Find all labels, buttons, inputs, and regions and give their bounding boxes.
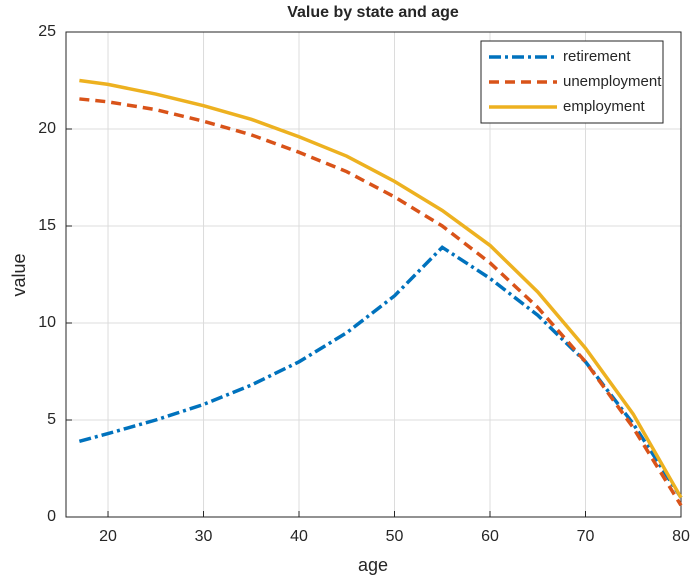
legend: retirement unemployment employment — [480, 40, 664, 124]
legend-label: retirement — [563, 48, 631, 65]
y-tick-label: 15 — [38, 217, 56, 234]
x-tick-label: 30 — [195, 528, 213, 545]
x-tick-label: 20 — [99, 528, 117, 545]
legend-label: employment — [563, 98, 646, 115]
legend-label: unemployment — [563, 73, 662, 90]
chart-title: Value by state and age — [287, 4, 459, 21]
y-tick-label: 20 — [38, 120, 56, 137]
data-line — [79, 97, 683, 507]
y-tick-label: 10 — [38, 314, 56, 331]
x-tick-label: 80 — [672, 528, 690, 545]
x-tick-label: 70 — [577, 528, 595, 545]
x-tick-label: 40 — [290, 528, 308, 545]
data-line — [78, 245, 683, 499]
axes-box — [65, 31, 682, 518]
x-axis-label: age — [358, 555, 388, 575]
x-tick-label: 50 — [386, 528, 404, 545]
data-line — [79, 78, 683, 499]
y-axis-label: value — [9, 253, 29, 296]
y-tick-label: 25 — [38, 23, 56, 40]
y-tick-label: 5 — [47, 411, 56, 428]
y-tick-label: 0 — [47, 508, 56, 525]
x-tick-label: 60 — [481, 528, 499, 545]
